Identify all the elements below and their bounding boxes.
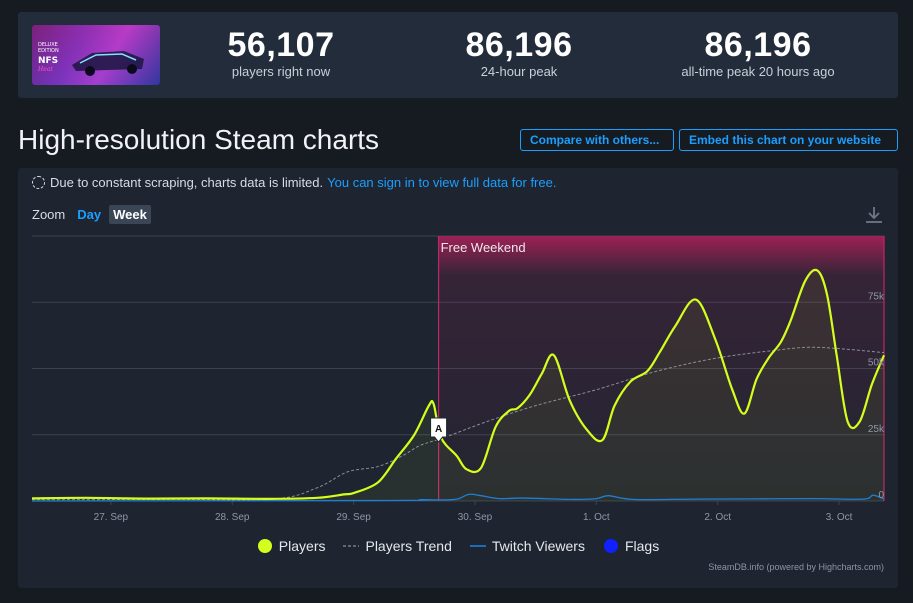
twitch-swatch-icon — [469, 545, 486, 547]
flag-label: A — [435, 424, 442, 435]
chart-legend: Players Players Trend Twitch Viewers Fla… — [18, 538, 898, 554]
x-tick-label: 27. Sep — [94, 512, 129, 523]
notice-text: Due to constant scraping, charts data is… — [50, 175, 324, 190]
trend-swatch-icon — [343, 545, 360, 547]
zoom-label: Zoom — [32, 207, 66, 222]
y-tick-label: 50k — [868, 358, 885, 369]
stat-all-time-peak: 86,196 all-time peak 20 hours ago — [668, 26, 848, 80]
legend-label: Players — [278, 538, 326, 554]
free-weekend-label: Free Weekend — [441, 240, 526, 255]
zoom-day-button[interactable]: Day — [77, 207, 102, 222]
stat-label: 24-hour peak — [480, 64, 558, 79]
legend-label: Flags — [624, 538, 660, 554]
stat-label: players right now — [231, 64, 331, 79]
flag-shape — [430, 417, 448, 443]
stat-label: all-time peak 20 hours ago — [681, 64, 835, 79]
flags-swatch-icon — [603, 539, 618, 553]
free-weekend-band — [438, 236, 884, 501]
page-title: High-resolution Steam charts — [18, 124, 380, 155]
svg-text:Heat: Heat — [37, 66, 53, 73]
stat-value: 86,196 — [465, 26, 573, 64]
stat-current-players: 56,107 players right now — [218, 26, 344, 80]
stats-panel: DELUXE EDITION NFS Heat 56,107 players r… — [18, 12, 898, 98]
chart-panel: 0 25k 50k 75k 27. Sep 28. Sep 29. Sep 30. Sep 1.… — [18, 168, 898, 588]
y-tick-label: 25k — [868, 424, 885, 435]
data-limited-notice: Due to constant scraping, charts data is… — [32, 175, 556, 190]
players-swatch-icon — [257, 539, 272, 553]
x-tick-label: 3. Oct — [826, 512, 853, 523]
flag-marker-a: A — [430, 417, 448, 443]
x-tick-label: 1. Oct — [583, 512, 610, 523]
svg-text:DELUXE: DELUXE — [38, 42, 58, 48]
stat-value: 86,196 — [704, 26, 812, 64]
svg-text:EDITION: EDITION — [38, 48, 59, 54]
stat-24h-peak: 86,196 24-hour peak — [456, 26, 582, 80]
legend-item-trend[interactable]: Players Trend — [343, 538, 452, 554]
zoom-week-button[interactable]: Week — [109, 205, 151, 224]
players-chart: 0 25k 50k 75k 27. Sep 28. Sep 29. Sep 30. Sep 1.… — [31, 235, 886, 523]
loading-circle-icon — [32, 176, 45, 189]
legend-label: Players Trend — [365, 538, 452, 554]
zoom-controls: Zoom Day Week — [32, 205, 151, 224]
stat-value: 56,107 — [227, 26, 335, 64]
x-tick-label: 2. Oct — [704, 512, 731, 523]
twitch-viewers-line — [31, 493, 885, 502]
players-area — [32, 269, 884, 501]
game-thumbnail[interactable]: DELUXE EDITION NFS Heat — [32, 25, 160, 85]
sign-in-link[interactable]: You can sign in to view full data for fr… — [327, 175, 557, 190]
legend-item-flags[interactable]: Flags — [603, 538, 659, 554]
legend-item-twitch[interactable]: Twitch Viewers — [469, 538, 585, 554]
x-tick-label: 28. Sep — [215, 512, 250, 523]
chart-credit: SteamDB.info (powered by Highcharts.com) — [708, 562, 884, 572]
legend-label: Twitch Viewers — [491, 538, 585, 554]
svg-text:NFS: NFS — [38, 56, 58, 66]
legend-item-players[interactable]: Players — [257, 538, 326, 554]
embed-chart-button[interactable]: Embed this chart on your website — [679, 129, 898, 151]
y-tick-label: 75k — [868, 291, 885, 302]
players-line — [31, 268, 886, 500]
x-tick-label: 30. Sep — [458, 512, 493, 523]
download-icon[interactable] — [863, 205, 885, 225]
x-tick-label: 29. Sep — [336, 512, 371, 523]
compare-button[interactable]: Compare with others... — [520, 129, 674, 151]
y-tick-label: 0 — [878, 490, 884, 501]
